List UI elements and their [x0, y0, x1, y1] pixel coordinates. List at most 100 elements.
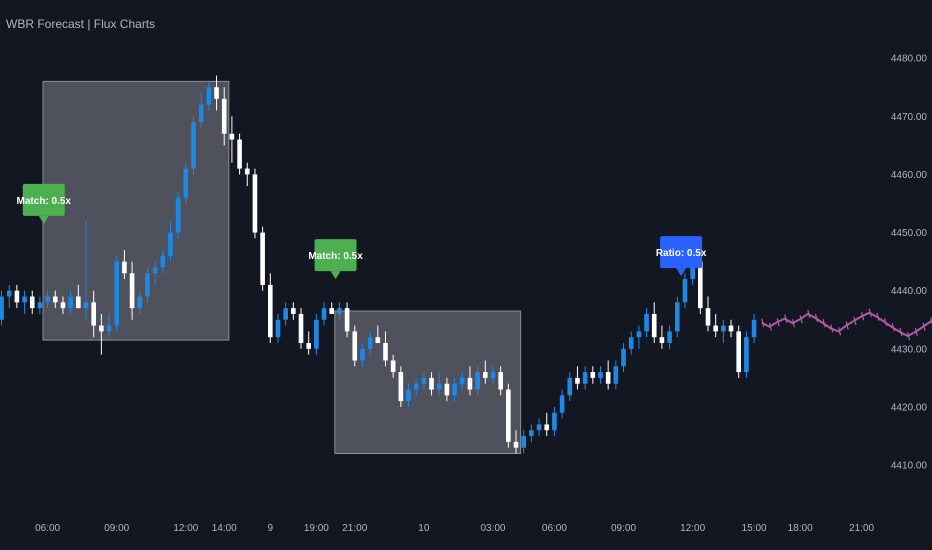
time-axis: 06:00 09:00 12:00 14:00 9 19:00 21:00 10 03:00 06… — [35, 523, 874, 534]
candle-body — [582, 372, 588, 384]
candle-body — [129, 273, 135, 309]
candle-body — [6, 290, 12, 297]
candle-body — [275, 319, 281, 338]
forecast-series — [761, 308, 932, 341]
candle-body — [636, 331, 642, 338]
x-tick-label: 12:00 — [173, 523, 198, 534]
candle-body — [413, 383, 419, 390]
forecast-tick — [860, 312, 865, 321]
candle-body — [728, 325, 734, 332]
candle-body — [467, 377, 473, 390]
candle-body — [444, 383, 450, 396]
x-tick-label: 06:00 — [35, 523, 60, 534]
candle-body — [145, 273, 150, 297]
candle-body — [214, 87, 219, 99]
candle-body — [367, 337, 373, 349]
candle-body — [628, 337, 634, 349]
candle-body — [383, 343, 388, 361]
forecast-tick — [891, 323, 895, 332]
candle-body — [152, 267, 158, 274]
tag-box — [22, 183, 65, 216]
y-tick-label: 4470.00 — [891, 112, 928, 123]
candle-body — [191, 122, 196, 169]
candle-body — [744, 337, 749, 373]
match-tag: Match: 0.5x — [17, 183, 71, 224]
candle-body — [536, 424, 542, 431]
forecast-tick — [814, 313, 819, 323]
candle-body — [698, 261, 703, 309]
forecast-tick — [799, 315, 803, 324]
forecast-tick — [845, 321, 849, 330]
candle-body — [621, 348, 626, 367]
forecast-tick — [907, 331, 911, 341]
forecast-tick — [791, 319, 796, 328]
candle-body — [321, 308, 327, 320]
match-tag: Match: 0.5x — [308, 239, 363, 280]
candle-body — [483, 372, 488, 378]
candle-body — [99, 325, 104, 332]
tag-pointer — [38, 215, 49, 224]
chart-title: WBR Forecast | Flux Charts — [6, 17, 156, 31]
candle-body — [76, 296, 81, 309]
candle-body — [575, 377, 580, 384]
candle-body — [529, 430, 534, 437]
match-zones — [42, 80, 522, 454]
candle-body — [406, 389, 411, 402]
candle-body — [713, 325, 718, 332]
y-tick-label: 4420.00 — [891, 402, 928, 413]
ratio-tag: Ratio: 0.5x — [656, 236, 707, 277]
candle-body — [306, 343, 311, 349]
candle-body — [237, 139, 242, 169]
candle-body — [590, 372, 596, 378]
candle-body — [291, 308, 296, 314]
candle-body — [221, 98, 227, 134]
candle-body — [644, 313, 649, 332]
forecast-tick — [914, 327, 918, 337]
candle-body — [106, 325, 112, 332]
y-tick-label: 4460.00 — [891, 170, 928, 181]
candle-body — [206, 87, 212, 105]
candle-body — [114, 261, 120, 326]
candle-body — [360, 348, 365, 361]
x-tick-label: 19:00 — [304, 523, 329, 534]
candle-body — [91, 302, 96, 326]
y-tick-label: 4480.00 — [891, 54, 928, 65]
candle-series — [0, 75, 757, 454]
candle-body — [506, 389, 511, 442]
forecast-tick — [776, 317, 780, 327]
candle-body — [344, 308, 350, 332]
candle-body — [682, 279, 688, 303]
candle-body — [175, 197, 181, 233]
candle-body — [751, 319, 757, 338]
candle-body — [260, 232, 265, 285]
candle-body — [521, 436, 527, 448]
candle-body — [160, 255, 166, 268]
x-tick-label: 10 — [418, 523, 430, 534]
price-axis: 4410.00 4420.00 4430.00 4440.00 4450.00 4460.… — [891, 54, 928, 472]
x-tick-label: 06:00 — [542, 523, 567, 534]
x-tick-label: 03:00 — [480, 523, 505, 534]
candle-body — [68, 296, 73, 309]
candle-body — [552, 412, 557, 431]
candle-body — [390, 360, 396, 373]
candle-body — [252, 174, 258, 233]
candle-body — [60, 302, 66, 309]
x-tick-label: 18:00 — [788, 523, 813, 534]
candle-body — [45, 296, 50, 303]
candle-body — [267, 284, 273, 338]
forecast-tick — [830, 324, 834, 333]
candle-body — [544, 424, 550, 431]
candle-body — [498, 372, 503, 390]
tag-label: Ratio: 0.5x — [656, 248, 707, 259]
candle-body — [667, 331, 672, 344]
candle-body — [183, 168, 189, 198]
x-tick-label: 15:00 — [742, 523, 767, 534]
candle-body — [452, 383, 457, 396]
forecast-tick — [784, 314, 788, 323]
candle-body — [459, 377, 465, 384]
match-tags: Match: 0.5x Match: 0.5x Ratio: 0.5x — [17, 183, 707, 280]
match-zone — [42, 80, 230, 341]
y-tick-label: 4430.00 — [891, 344, 928, 355]
forecast-tick — [884, 317, 888, 327]
